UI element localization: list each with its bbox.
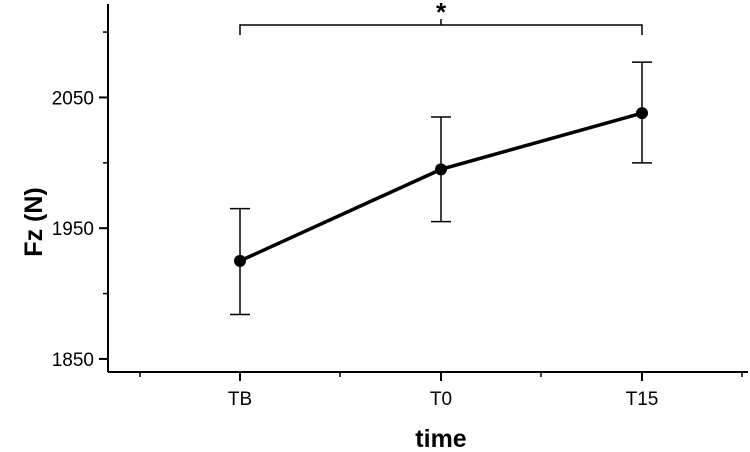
- x-tick-label: T15: [626, 389, 659, 410]
- data-point: [234, 254, 246, 267]
- x-tick-label: TB: [228, 389, 252, 410]
- data-series: [234, 107, 648, 267]
- x-axis-title: time: [415, 425, 467, 452]
- y-axis-title: Fz (N): [20, 187, 48, 256]
- y-tick-label: 2050: [52, 88, 94, 109]
- significance-label: *: [436, 0, 447, 27]
- axes: 1850 1950 2050 TB T0 T15: [52, 4, 748, 410]
- y-tick-label: 1850: [52, 350, 94, 371]
- y-tick-label: 1950: [52, 219, 94, 240]
- data-point: [636, 107, 648, 120]
- bracket-line: [239, 19, 643, 35]
- error-bars: [230, 61, 652, 316]
- x-tick-label: T0: [430, 389, 452, 410]
- significance-bracket: *: [239, 0, 643, 35]
- data-point: [435, 163, 447, 176]
